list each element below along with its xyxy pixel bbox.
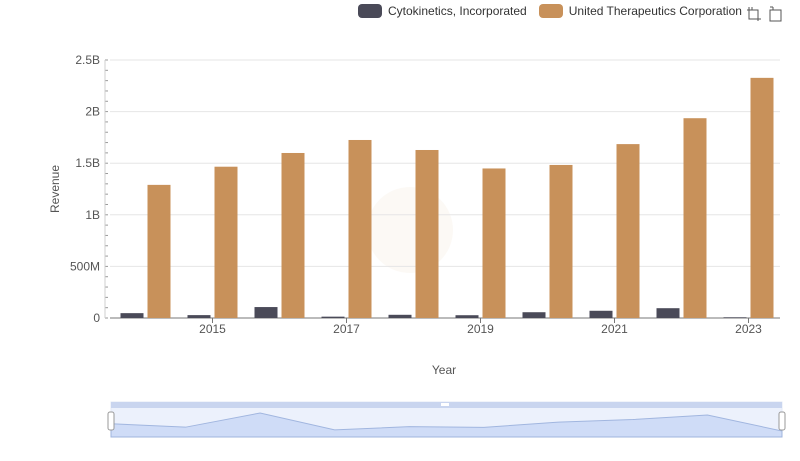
bar-united-therapeutics-2018[interactable] [415,149,439,318]
bar-united-therapeutics-2015[interactable] [214,166,238,318]
y-tick-label: 0 [93,311,100,325]
bar-united-therapeutics-2016[interactable] [281,152,305,318]
x-tick-label: 2021 [601,322,628,336]
zoom-handle-right[interactable] [778,411,786,431]
bar-united-therapeutics-2022[interactable] [683,118,707,318]
legend-label-cytokinetics: Cytokinetics, Incorporated [388,4,527,18]
zoom-reset-icon[interactable] [768,6,784,22]
legend-swatch-united-therapeutics [538,4,563,18]
y-tick-label: 2.5B [75,53,100,67]
watermark-logo [367,187,453,273]
bar-cytokinetics-2021[interactable] [589,310,613,318]
zoom-drag-grip-icon[interactable] [441,403,449,406]
x-tick-label: 2023 [735,322,762,336]
legend-swatch-cytokinetics [358,4,382,18]
bar-cytokinetics-2019[interactable] [455,315,479,318]
bar-cytokinetics-2017[interactable] [321,316,345,318]
bar-united-therapeutics-2014[interactable] [147,184,171,318]
bar-united-therapeutics-2020[interactable] [549,164,573,318]
bar-cytokinetics-2022[interactable] [656,308,680,318]
x-tick-label: 2015 [199,322,226,336]
bar-cytokinetics-2020[interactable] [522,312,546,318]
legend-item-united-therapeutics[interactable]: United Therapeutics Corporation [538,4,742,18]
chart-toolbar [746,6,784,22]
legend: Cytokinetics, Incorporated United Therap… [358,4,754,18]
bar-united-therapeutics-2021[interactable] [616,144,640,318]
y-tick-label: 500M [70,259,100,273]
bar-cytokinetics-2018[interactable] [388,314,412,318]
zoom-select-icon[interactable] [746,6,762,22]
x-tick-label: 2019 [467,322,494,336]
bar-united-therapeutics-2017[interactable] [348,139,372,318]
bar-united-therapeutics-2023[interactable] [750,77,774,318]
bar-united-therapeutics-2019[interactable] [482,168,506,318]
bar-cytokinetics-2014[interactable] [120,313,144,318]
x-axis-title: Year [432,363,456,377]
legend-label-united-therapeutics: United Therapeutics Corporation [568,4,742,18]
bar-cytokinetics-2016[interactable] [254,307,278,318]
y-tick-label: 2B [85,105,100,119]
bar-cytokinetics-2023[interactable] [723,317,747,318]
legend-item-cytokinetics[interactable]: Cytokinetics, Incorporated [358,4,527,18]
bar-cytokinetics-2015[interactable] [187,315,211,318]
zoom-handle-left[interactable] [107,411,115,431]
x-tick-label: 2017 [333,322,360,336]
y-tick-label: 1B [85,208,100,222]
zoom-preview-area [110,412,783,438]
y-tick-label: 1.5B [75,156,100,170]
y-axis-title: Revenue [48,165,62,213]
